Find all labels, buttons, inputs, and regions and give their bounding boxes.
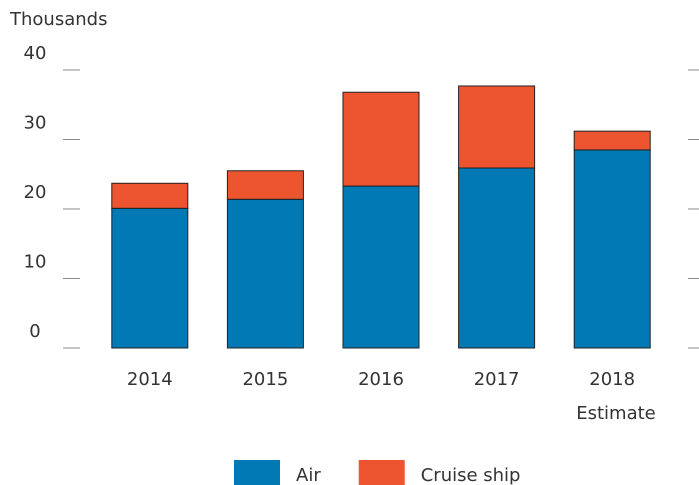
legend-swatch [234, 460, 280, 485]
x-tick-label: 2015 [242, 369, 288, 390]
x-tick-label: 2017 [474, 369, 520, 390]
bar-segment [226, 170, 304, 200]
x-tick-label: 2016 [358, 369, 404, 390]
bar-segment [573, 130, 651, 151]
x-tick-label: 2018 [589, 369, 635, 390]
bar-segment [573, 149, 651, 349]
bar-segment [111, 207, 189, 349]
legend-label: Air [296, 465, 321, 485]
y-tick-label: 0 [29, 321, 40, 342]
bar-segment [342, 185, 420, 349]
bar-segment [458, 167, 536, 349]
y-tick-label: 20 [24, 182, 47, 203]
bar-segment [226, 198, 304, 349]
x-tick-label: 2014 [127, 369, 173, 390]
bar-segment [111, 182, 189, 209]
legend-label: Cruise ship [421, 465, 521, 485]
bar-segment [458, 85, 536, 169]
y-tick-label: 30 [24, 113, 47, 134]
legend-swatch [358, 460, 405, 485]
y-tick-label: 10 [24, 252, 47, 273]
bar-segment [342, 91, 420, 187]
y-axis-label: Thousands [9, 9, 107, 30]
y-tick-label: 40 [24, 43, 47, 64]
annotation: Estimate [576, 403, 656, 424]
